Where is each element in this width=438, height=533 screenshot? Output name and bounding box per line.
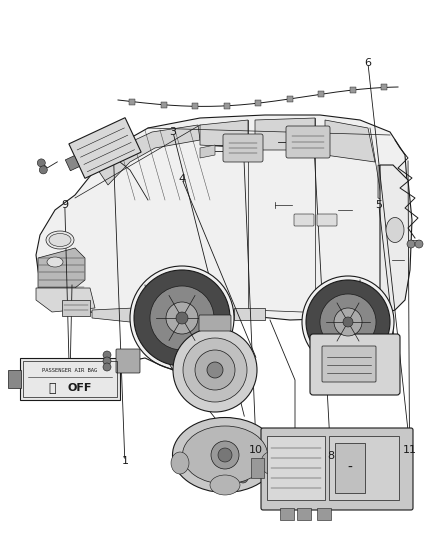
FancyBboxPatch shape [251,458,264,478]
FancyBboxPatch shape [310,334,400,395]
FancyBboxPatch shape [267,436,325,500]
Polygon shape [234,308,265,320]
Circle shape [343,317,353,327]
Bar [318,91,324,97]
Circle shape [415,240,423,248]
FancyBboxPatch shape [8,370,21,388]
Ellipse shape [46,231,74,249]
Circle shape [207,362,223,378]
Text: 10: 10 [249,446,263,455]
Circle shape [195,350,235,390]
Circle shape [238,473,248,483]
FancyBboxPatch shape [335,443,365,493]
FancyBboxPatch shape [261,428,413,510]
FancyBboxPatch shape [317,508,331,520]
Polygon shape [325,120,375,162]
Ellipse shape [386,217,404,243]
Polygon shape [65,156,79,171]
Polygon shape [69,118,141,179]
Circle shape [37,159,45,167]
Text: 5: 5 [375,200,382,210]
Text: OFF: OFF [68,383,92,393]
Ellipse shape [210,475,240,495]
Text: PASSENGER AIR BAG: PASSENGER AIR BAG [42,367,98,373]
Polygon shape [200,145,215,158]
Circle shape [218,448,232,462]
Polygon shape [36,288,95,312]
Circle shape [39,166,47,174]
Circle shape [211,441,239,469]
Circle shape [103,363,111,371]
Circle shape [407,240,415,248]
Polygon shape [380,165,412,315]
Circle shape [134,270,230,366]
FancyBboxPatch shape [199,315,231,331]
FancyBboxPatch shape [280,508,294,520]
Polygon shape [92,308,230,322]
Circle shape [176,312,188,324]
FancyBboxPatch shape [62,300,90,316]
FancyBboxPatch shape [20,358,120,400]
Circle shape [334,308,362,336]
FancyBboxPatch shape [294,214,314,226]
Text: 4: 4 [178,174,185,183]
FancyBboxPatch shape [223,134,263,162]
Bar [129,99,135,104]
Polygon shape [98,125,200,185]
Ellipse shape [171,452,189,474]
FancyBboxPatch shape [116,349,140,373]
Bar [255,100,261,106]
Circle shape [166,302,198,334]
Circle shape [173,328,257,412]
Text: 9: 9 [61,200,68,210]
FancyBboxPatch shape [329,436,399,500]
Bar [223,103,230,109]
Text: 8: 8 [327,451,334,461]
Ellipse shape [173,417,278,492]
Bar [160,102,166,108]
Text: 6: 6 [364,58,371,68]
Polygon shape [378,165,400,205]
Bar [192,103,198,109]
Circle shape [130,266,234,370]
Polygon shape [200,120,248,148]
Text: 3: 3 [170,127,177,137]
Ellipse shape [47,257,63,267]
Text: 11: 11 [403,446,417,455]
Polygon shape [255,118,315,150]
Circle shape [302,276,394,368]
FancyBboxPatch shape [286,126,330,158]
Circle shape [103,351,111,359]
Circle shape [183,338,247,402]
FancyBboxPatch shape [317,214,337,226]
Text: -: - [348,461,353,475]
Polygon shape [38,248,85,288]
Text: Ⓒ: Ⓒ [48,382,56,394]
FancyBboxPatch shape [297,508,311,520]
Ellipse shape [183,426,268,484]
Circle shape [150,286,214,350]
Bar [350,87,356,93]
Circle shape [306,280,390,364]
Polygon shape [36,115,408,320]
FancyBboxPatch shape [322,346,376,382]
Bar [381,84,387,91]
Text: 1: 1 [121,456,128,466]
Ellipse shape [261,452,279,474]
Ellipse shape [49,233,71,246]
Bar [286,96,293,102]
Circle shape [103,357,111,365]
Circle shape [320,294,376,350]
